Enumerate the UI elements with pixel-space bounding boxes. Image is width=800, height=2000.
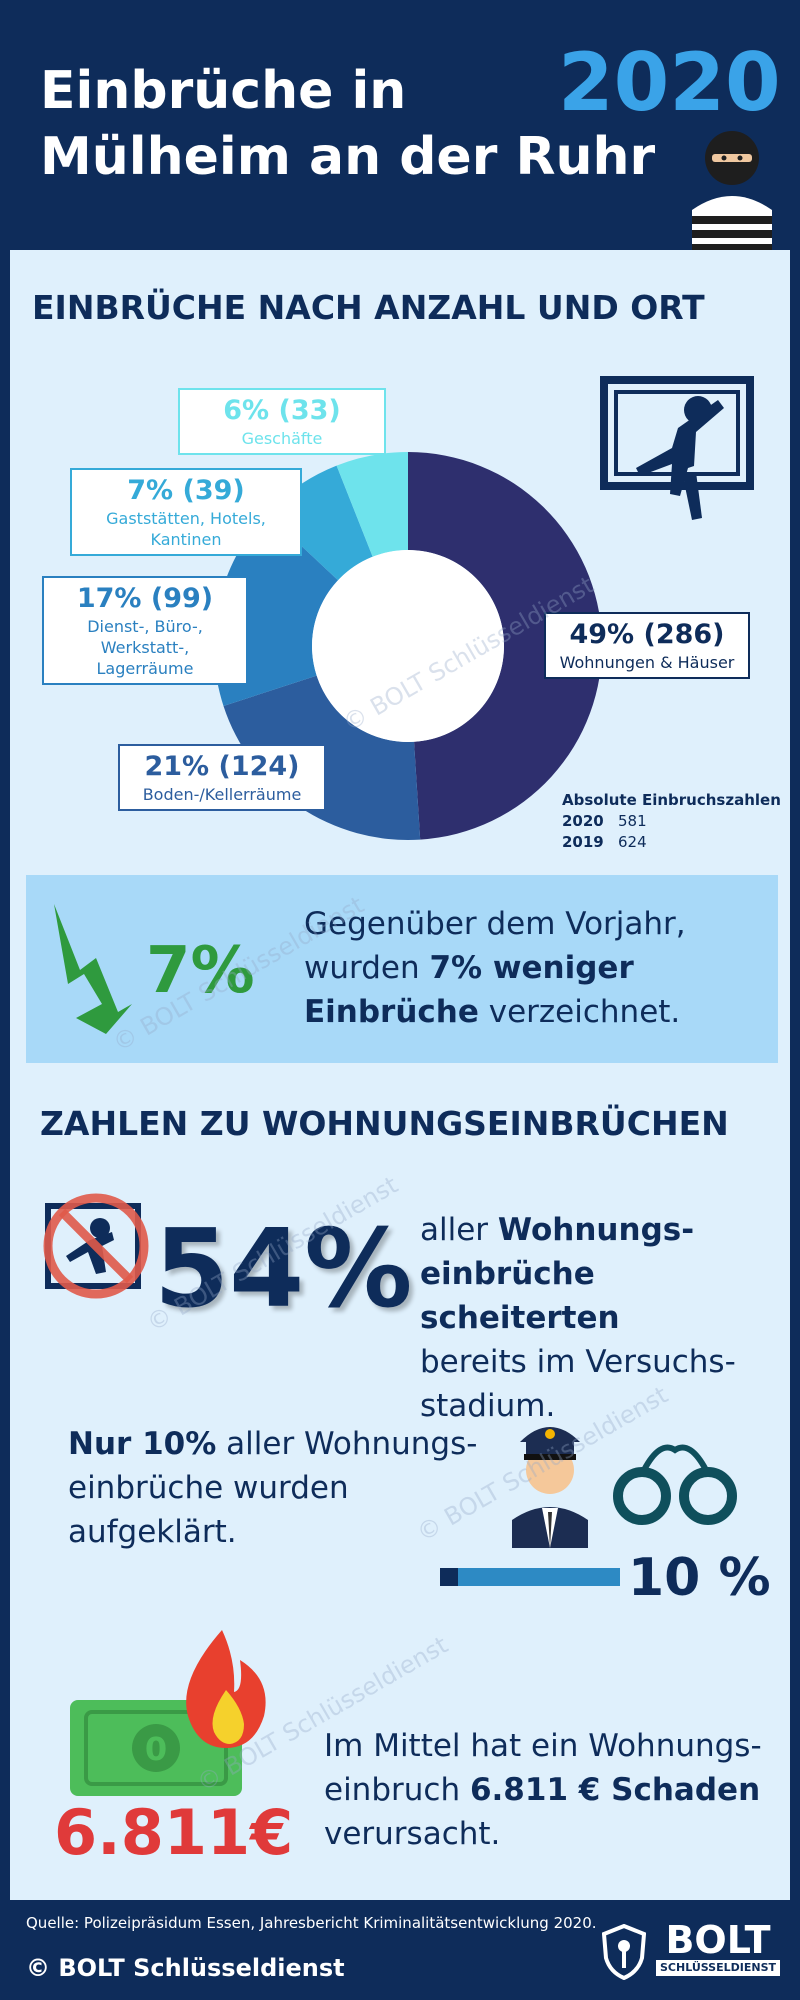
header: Einbrüche in Mülheim an der Ruhr 2020 bbox=[0, 0, 800, 250]
label-box-geschaefte: 6% (33) Geschäfte bbox=[178, 388, 386, 455]
logo-subtext: SCHLÜSSELDIENST bbox=[656, 1960, 780, 1976]
slice-label-geschaefte: Geschäfte bbox=[241, 429, 323, 448]
decline-line-3-post: verzeichnet. bbox=[478, 994, 681, 1030]
absolute-numbers: Absolute Einbruchszahlen 2020 581 2019 624 bbox=[562, 790, 781, 853]
copyright-text: © BOLT Schlüsseldienst bbox=[26, 1954, 345, 1982]
window-intruder-icon bbox=[600, 376, 754, 520]
attempts-line-2-bold: einbrüche scheiterten bbox=[420, 1256, 620, 1336]
donut-slice-geschaefte bbox=[336, 452, 408, 557]
label-box-keller: 21% (124) Boden-/Kellerräume bbox=[118, 744, 326, 811]
solved-text: Nur 10% aller Wohnungs- einbrüche wurden… bbox=[68, 1422, 477, 1554]
decline-line-2-bold: 7% weniger bbox=[429, 950, 634, 986]
damage-line-2-bold: 6.811 € Schaden bbox=[469, 1772, 761, 1808]
damage-amount: 6.811€ bbox=[54, 1796, 294, 1869]
burglar-icon bbox=[692, 131, 772, 250]
donut-slice-wohnungen bbox=[408, 452, 602, 840]
decline-text: Gegenüber dem Vorjahr, wurden 7% weniger… bbox=[304, 902, 686, 1034]
solved-line-1: Nur 10% aller Wohnungs- bbox=[68, 1422, 477, 1466]
decline-line-3: Einbrüche verzeichnet. bbox=[304, 990, 686, 1034]
slice-pct-keller: 21% (124) bbox=[144, 751, 300, 782]
svg-text:0: 0 bbox=[145, 1730, 167, 1768]
handcuffs-icon bbox=[613, 1444, 737, 1525]
absolute-year-2019: 2019 bbox=[562, 833, 604, 851]
shield-key-icon bbox=[602, 1924, 646, 1980]
slice-label-buero-2: Lagerräume bbox=[96, 659, 194, 678]
slice-pct-buero: 17% (99) bbox=[76, 583, 214, 614]
footer: Quelle: Polizeipräsidum Essen, Jahresber… bbox=[0, 1900, 800, 2000]
slice-label-keller: Boden-/Kellerräume bbox=[142, 785, 302, 804]
donut-hole bbox=[312, 550, 504, 742]
slice-pct-geschaefte: 6% (33) bbox=[223, 395, 341, 426]
attempts-pct: 54% bbox=[154, 1207, 413, 1332]
solved-line-1-bold: Nur 10% bbox=[68, 1426, 217, 1462]
logo-text: BOLT bbox=[665, 1918, 771, 1962]
label-box-wohnungen: 49% (286) Wohnungen & Häuser bbox=[544, 612, 750, 679]
absolute-year-2020: 2020 bbox=[562, 812, 604, 830]
year-label: 2020 bbox=[558, 36, 781, 129]
damage-line-3: verursacht. bbox=[324, 1816, 501, 1852]
decline-line-1: Gegenüber dem Vorjahr, bbox=[304, 906, 686, 942]
attempts-line-1-bold: Wohnungs- bbox=[497, 1212, 695, 1248]
solved-pct: 10 % bbox=[628, 1548, 771, 1608]
absolute-value-2020: 581 bbox=[618, 812, 647, 830]
label-box-buero: 17% (99) Dienst-, Büro-, Werkstatt-, Lag… bbox=[42, 576, 248, 685]
no-entry-burglar-icon bbox=[43, 1193, 149, 1299]
title-line-2: Mülheim an der Ruhr bbox=[40, 127, 656, 187]
damage-line-1: Im Mittel hat ein Wohnungs- bbox=[324, 1728, 762, 1764]
absolute-title: Absolute Einbruchszahlen bbox=[562, 791, 781, 809]
decline-line-3-bold: Einbrüche bbox=[304, 994, 479, 1030]
slice-pct-gaststaetten: 7% (39) bbox=[127, 475, 245, 506]
slice-label-buero-1: Dienst-, Büro-, Werkstatt-, bbox=[87, 617, 203, 657]
decline-banner bbox=[26, 875, 778, 1063]
attempts-text: aller Wohnungs- einbrüche scheiterten be… bbox=[420, 1208, 800, 1428]
arrow-down-icon bbox=[54, 904, 132, 1034]
decline-line-2-pre: wurden bbox=[304, 950, 430, 986]
slice-label-gaststaetten: Gaststätten, Hotels, Kantinen bbox=[106, 509, 266, 549]
page-title: Einbrüche in Mülheim an der Ruhr bbox=[40, 58, 655, 190]
label-box-gaststaetten: 7% (39) Gaststätten, Hotels, Kantinen bbox=[70, 468, 302, 556]
absolute-row-2020: 2020 581 bbox=[562, 811, 781, 832]
solved-line-2: einbrüche wurden bbox=[68, 1470, 349, 1506]
decline-pct: 7% bbox=[146, 934, 255, 1008]
attempts-line-4: stadium. bbox=[420, 1388, 556, 1424]
section-title-orte: EINBRÜCHE NACH ANZAHL UND ORT bbox=[32, 288, 705, 327]
solved-line-1-post: aller Wohnungs- bbox=[216, 1426, 478, 1462]
attempts-line-3: bereits im Versuchs- bbox=[420, 1344, 736, 1380]
solved-line-3: aufgeklärt. bbox=[68, 1514, 237, 1550]
attempts-line-1: aller Wohnungs- bbox=[420, 1208, 800, 1252]
absolute-row-2019: 2019 624 bbox=[562, 832, 781, 853]
solved-progress-bar bbox=[440, 1568, 620, 1586]
burning-money-icon: 0 bbox=[70, 1630, 266, 1796]
damage-line-2-pre: einbruch bbox=[324, 1772, 470, 1808]
section-title-wohnungen: ZAHLEN ZU WOHNUNGSEINBRÜCHEN bbox=[40, 1104, 729, 1143]
attempts-line-2: einbrüche scheiterten bbox=[420, 1252, 800, 1340]
source-text: Quelle: Polizeipräsidum Essen, Jahresber… bbox=[26, 1914, 597, 1932]
slice-pct-wohnungen: 49% (286) bbox=[569, 619, 725, 650]
damage-text: Im Mittel hat ein Wohnungs- einbruch 6.8… bbox=[324, 1724, 762, 1856]
damage-line-2: einbruch 6.811 € Schaden bbox=[324, 1768, 762, 1812]
absolute-value-2019: 624 bbox=[618, 833, 647, 851]
slice-label-wohnungen: Wohnungen & Häuser bbox=[559, 653, 735, 672]
police-officer-icon bbox=[512, 1427, 588, 1548]
attempts-line-1-pre: aller bbox=[420, 1212, 498, 1248]
title-line-1: Einbrüche in bbox=[40, 61, 407, 121]
decline-line-2: wurden 7% weniger bbox=[304, 946, 686, 990]
bolt-logo: BOLT SCHLÜSSELDIENST bbox=[656, 1920, 780, 1976]
